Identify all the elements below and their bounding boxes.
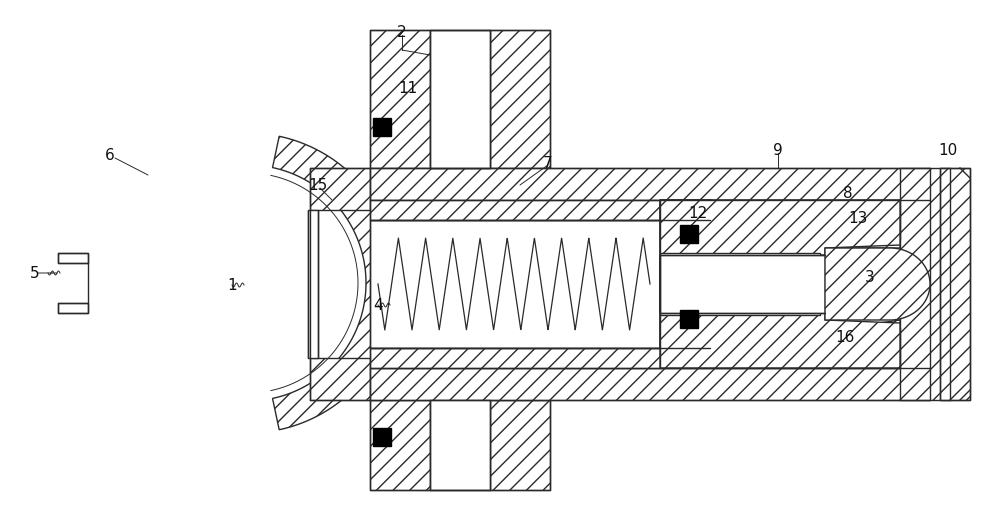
Polygon shape: [58, 253, 88, 263]
Text: 16: 16: [835, 331, 855, 345]
Polygon shape: [370, 220, 710, 348]
Polygon shape: [310, 168, 370, 210]
Text: 15: 15: [308, 177, 328, 192]
Polygon shape: [430, 400, 490, 490]
Polygon shape: [308, 210, 318, 358]
Polygon shape: [940, 168, 970, 400]
Polygon shape: [370, 30, 430, 168]
Polygon shape: [900, 168, 950, 400]
Polygon shape: [370, 168, 930, 200]
Text: 3: 3: [865, 270, 875, 285]
Polygon shape: [710, 200, 900, 240]
Polygon shape: [370, 348, 710, 368]
Polygon shape: [660, 253, 820, 315]
Text: 10: 10: [938, 142, 958, 158]
Polygon shape: [490, 400, 550, 490]
Polygon shape: [825, 248, 930, 320]
Polygon shape: [370, 400, 430, 490]
Text: 4: 4: [373, 297, 383, 313]
Polygon shape: [660, 200, 900, 253]
Polygon shape: [370, 368, 930, 400]
Polygon shape: [710, 328, 900, 368]
Text: 8: 8: [843, 186, 853, 201]
Polygon shape: [660, 200, 900, 368]
Polygon shape: [58, 303, 88, 313]
Polygon shape: [310, 358, 370, 400]
Text: 6: 6: [105, 148, 115, 163]
Polygon shape: [430, 30, 490, 168]
Text: 7: 7: [543, 155, 553, 171]
Polygon shape: [490, 30, 550, 168]
Polygon shape: [370, 200, 710, 220]
Polygon shape: [373, 428, 391, 446]
Polygon shape: [373, 118, 391, 136]
Polygon shape: [680, 310, 698, 328]
Polygon shape: [273, 136, 398, 430]
Polygon shape: [680, 225, 698, 243]
Text: 12: 12: [688, 205, 708, 220]
Text: 13: 13: [848, 211, 868, 226]
Polygon shape: [660, 255, 825, 313]
Polygon shape: [660, 315, 900, 348]
Text: 11: 11: [398, 81, 418, 96]
Text: 1: 1: [227, 278, 237, 292]
Text: 5: 5: [30, 266, 40, 280]
Text: 2: 2: [397, 24, 407, 40]
Text: 9: 9: [773, 142, 783, 158]
